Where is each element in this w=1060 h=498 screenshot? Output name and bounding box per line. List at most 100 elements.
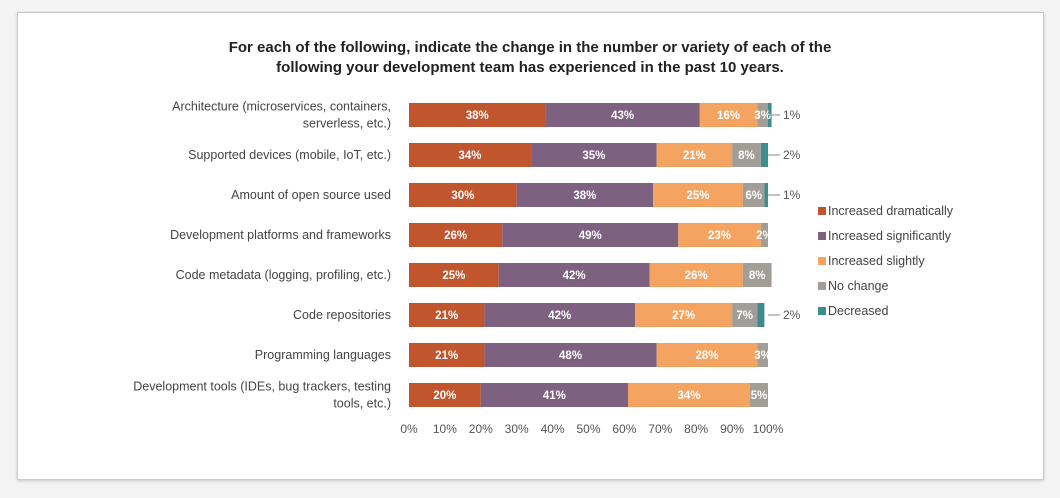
data-label: 48%	[559, 350, 582, 362]
bar-segment	[409, 263, 499, 287]
stacked-bar-chart: For each of the following, indicate the …	[133, 39, 954, 436]
title-line: For each of the following, indicate the …	[229, 39, 832, 56]
x-tick-label: 60%	[612, 422, 636, 436]
category-labels: Architecture (microservices, containers,…	[133, 100, 391, 411]
bar-segment	[742, 263, 772, 287]
bar-segment	[732, 143, 761, 167]
data-label: 6%	[745, 190, 762, 202]
legend-label: Decreased	[828, 304, 888, 318]
category-label: Code metadata (logging, profiling, etc.)	[176, 268, 391, 282]
data-label: 21%	[683, 150, 706, 162]
data-label: 28%	[695, 350, 718, 362]
bar-segment	[750, 383, 768, 407]
bar-segment	[653, 183, 743, 207]
data-label: 20%	[433, 390, 456, 402]
data-label: 3%	[754, 350, 771, 362]
legend-label: No change	[828, 279, 889, 293]
category-label: Architecture (microservices, containers,	[172, 100, 391, 114]
x-tick-label: 70%	[648, 422, 672, 436]
legend-swatch	[818, 307, 826, 315]
data-label: 25%	[686, 190, 709, 202]
bar-segment	[409, 103, 546, 127]
data-label: 35%	[582, 150, 605, 162]
chart-card: For each of the following, indicate the …	[17, 12, 1044, 480]
data-label: 8%	[738, 150, 755, 162]
data-label: 21%	[435, 310, 458, 322]
category-label: Development tools (IDEs, bug trackers, t…	[133, 380, 391, 394]
legend-swatch	[818, 232, 826, 240]
bar-segment	[635, 303, 733, 327]
bar-segment	[545, 103, 700, 127]
data-label: 26%	[685, 270, 708, 282]
data-label: 23%	[708, 230, 731, 242]
category-label: Amount of open source used	[231, 188, 391, 202]
data-label: 27%	[672, 310, 695, 322]
legend-swatch	[818, 257, 826, 265]
data-label: 34%	[459, 150, 482, 162]
callout-label: 1%	[783, 108, 801, 122]
legend: Increased dramatically Increased signific…	[818, 204, 954, 318]
bar-segment	[484, 303, 636, 327]
bar-segment	[409, 183, 517, 207]
bar-segment	[760, 223, 768, 247]
bar-segment	[656, 143, 733, 167]
data-label: 3%	[754, 110, 771, 122]
data-label: 30%	[451, 190, 474, 202]
x-tick-label: 0%	[400, 422, 418, 436]
bar-segment	[760, 143, 768, 167]
bar-segment	[699, 103, 758, 127]
data-label: 43%	[611, 110, 634, 122]
data-label: 21%	[435, 350, 458, 362]
bar-segment	[409, 343, 485, 367]
data-label: 8%	[749, 270, 766, 282]
data-label: 49%	[579, 230, 602, 242]
bar-segment	[516, 183, 654, 207]
x-tick-label: 90%	[720, 422, 744, 436]
bar-segment	[531, 143, 657, 167]
category-label: tools, etc.)	[333, 397, 391, 411]
category-label: Supported devices (mobile, IoT, etc.)	[188, 148, 391, 162]
data-label: 16%	[717, 110, 740, 122]
bar-segment	[627, 383, 751, 407]
category-label: Development platforms and frameworks	[170, 228, 391, 242]
title-line: following your development team has expe…	[276, 59, 784, 76]
legend-label: Increased slightly	[828, 254, 925, 268]
bar-segment	[757, 303, 765, 327]
bar-segment	[649, 263, 743, 287]
legend-swatch	[818, 207, 826, 215]
bar-segment	[656, 343, 758, 367]
legend-label: Increased dramatically	[828, 204, 954, 218]
chart-title: For each of the following, indicate the …	[229, 39, 832, 76]
bar-segment	[732, 303, 758, 327]
data-label: 38%	[573, 190, 596, 202]
legend-label: Increased significantly	[828, 229, 952, 243]
data-label: 42%	[563, 270, 586, 282]
bar-segment	[409, 303, 485, 327]
data-label: 2%	[756, 230, 773, 242]
x-tick-label: 20%	[469, 422, 493, 436]
callouts: 1% 2% 1% 2%	[768, 108, 801, 322]
callout-label: 1%	[783, 188, 801, 202]
data-label: 7%	[736, 310, 753, 322]
category-label: Programming languages	[255, 348, 391, 362]
callout-label: 2%	[783, 148, 801, 162]
x-tick-label: 10%	[433, 422, 457, 436]
bar-segment	[764, 183, 768, 207]
bar-segment	[409, 223, 503, 247]
legend-swatch	[818, 282, 826, 290]
data-label: 38%	[466, 110, 489, 122]
bars	[409, 103, 772, 407]
data-label: 42%	[548, 310, 571, 322]
x-tick-label: 100%	[753, 422, 784, 436]
x-tick-label: 30%	[505, 422, 529, 436]
category-label: Code repositories	[293, 308, 391, 322]
bar-segment	[498, 263, 650, 287]
category-label: serverless, etc.)	[303, 117, 391, 131]
x-axis: 0% 10% 20% 30% 40% 50% 60% 70% 80% 90% 100%	[400, 422, 783, 436]
x-tick-label: 80%	[684, 422, 708, 436]
bar-segment	[502, 223, 679, 247]
bar-segment	[409, 143, 532, 167]
bar-segment	[484, 343, 657, 367]
bar-segment	[678, 223, 761, 247]
data-label: 26%	[444, 230, 467, 242]
